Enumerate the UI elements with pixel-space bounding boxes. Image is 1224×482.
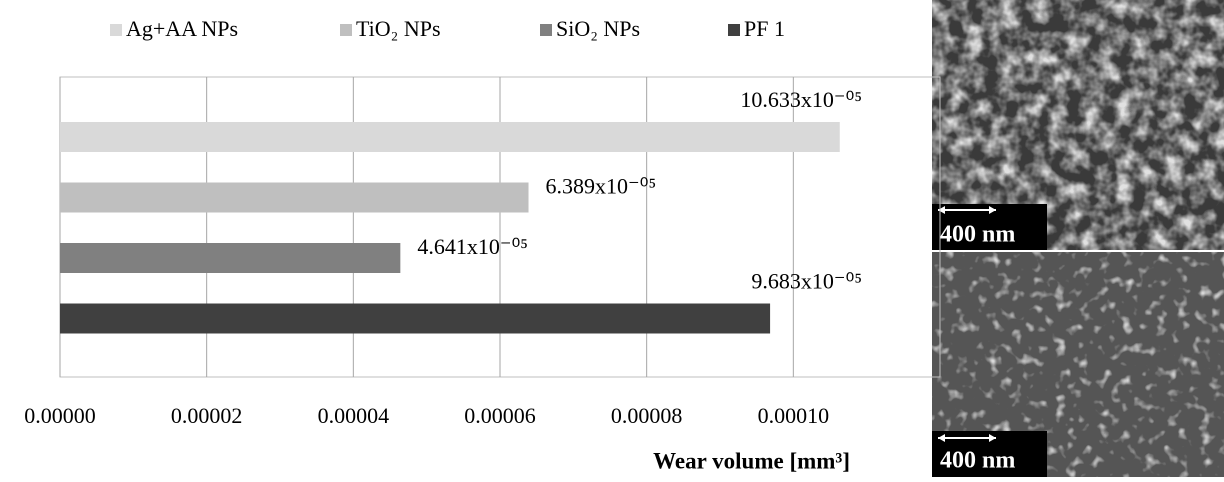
- bar: [60, 303, 771, 334]
- value-label: 4.641x10⁻⁰⁵: [417, 234, 528, 259]
- x-tick-label: 0.00010: [758, 403, 830, 428]
- legend-swatch: [540, 24, 552, 36]
- bar: [60, 182, 529, 213]
- value-label: 9.683x10⁻⁰⁵: [751, 269, 862, 294]
- bar: [60, 122, 840, 152]
- legend-label: Ag+AA NPs: [126, 16, 238, 41]
- legend-swatch: [340, 24, 352, 36]
- sem-image-top: [932, 0, 1224, 250]
- bar: [60, 243, 401, 273]
- x-tick-label: 0.00006: [464, 403, 536, 428]
- legend-label: TiO₂ NPs: [356, 16, 441, 41]
- legend-label: PF 1: [744, 16, 785, 41]
- legend-label: SiO₂ NPs: [556, 16, 640, 41]
- x-tick-label: 0.00004: [318, 403, 390, 428]
- scale-bar-label: 400 nm: [940, 222, 1015, 248]
- legend-swatch: [728, 24, 740, 36]
- scale-bar-label: 400 nm: [940, 448, 1015, 474]
- legend-swatch: [110, 24, 122, 36]
- x-tick-label: 0.00008: [611, 403, 683, 428]
- x-tick-label: 0.00002: [171, 403, 243, 428]
- x-axis-label: Wear volume [mm³]: [653, 448, 850, 473]
- value-label: 6.389x10⁻⁰⁵: [546, 174, 657, 199]
- value-label: 10.633x10⁻⁰⁵: [740, 87, 862, 112]
- sem-image-bottom: [932, 252, 1224, 477]
- x-tick-label: 0.00000: [24, 403, 96, 428]
